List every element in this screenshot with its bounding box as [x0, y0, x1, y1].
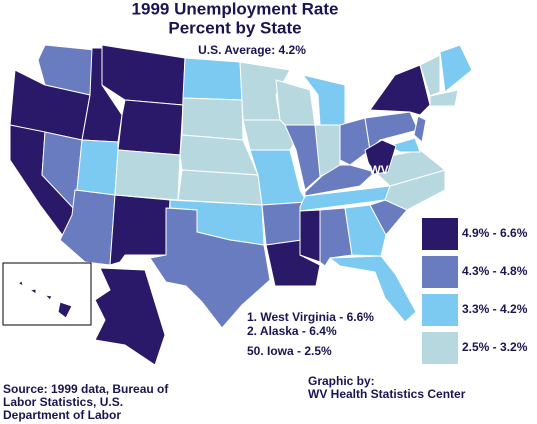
- state: [387, 137, 421, 153]
- state-label: WV: [369, 163, 388, 177]
- state: [429, 89, 459, 107]
- state: [117, 99, 184, 156]
- state: [177, 169, 263, 206]
- state: [284, 124, 323, 191]
- state: [413, 115, 427, 143]
- legend-label: 3.3% - 4.2%: [462, 302, 528, 316]
- state: [239, 61, 291, 121]
- legend-swatch: [422, 256, 458, 288]
- legend-label: 4.9% - 6.6%: [462, 226, 528, 240]
- state: [364, 139, 397, 175]
- source: Source: 1999 data, Bureau of: [3, 382, 169, 396]
- us-map: [9, 44, 473, 366]
- state: [29, 288, 37, 295]
- title: 1999 Unemployment Rate: [132, 0, 339, 18]
- state: [364, 111, 419, 151]
- state: [94, 267, 166, 366]
- state: [179, 134, 259, 176]
- ranking: 1. West Virginia - 6.6%: [247, 310, 374, 324]
- legend-swatch: [422, 294, 458, 326]
- ranking: 50. Iowa - 2.5%: [247, 344, 332, 358]
- state: [299, 209, 321, 263]
- state: [182, 57, 243, 101]
- legend-swatch: [422, 332, 458, 364]
- average: U.S. Average: 4.2%: [198, 43, 306, 57]
- state: [57, 301, 73, 319]
- ranking: 2. Alaska - 6.4%: [247, 324, 337, 338]
- state: [439, 44, 473, 93]
- legend-swatch: [422, 218, 458, 250]
- state: [275, 79, 316, 126]
- state: [181, 97, 244, 141]
- state: [44, 294, 53, 301]
- state: [329, 255, 417, 323]
- legend-label: 4.3% - 4.8%: [462, 264, 528, 278]
- credit: Graphic by:: [308, 374, 375, 388]
- state: [114, 149, 181, 201]
- subtitle: Percent by State: [168, 18, 301, 37]
- state: [419, 54, 441, 97]
- state: [344, 204, 387, 257]
- credit: WV Health Statistics Center: [308, 387, 466, 401]
- state: [101, 44, 186, 106]
- inset-frame: [2, 262, 92, 326]
- state: [17, 280, 24, 287]
- state: [339, 117, 371, 166]
- state: [304, 164, 376, 197]
- state: [242, 119, 297, 151]
- state: [149, 207, 271, 329]
- state: [109, 194, 171, 266]
- source: Department of Labor: [3, 408, 121, 422]
- state: [369, 64, 431, 116]
- legend: 4.9% - 6.6% 4.3% - 4.8% 3.3% - 4.2% 2.5% - …: [422, 218, 528, 364]
- source: Labor Statistics, U.S.: [3, 395, 123, 409]
- legend-label: 2.5% - 3.2%: [462, 340, 528, 354]
